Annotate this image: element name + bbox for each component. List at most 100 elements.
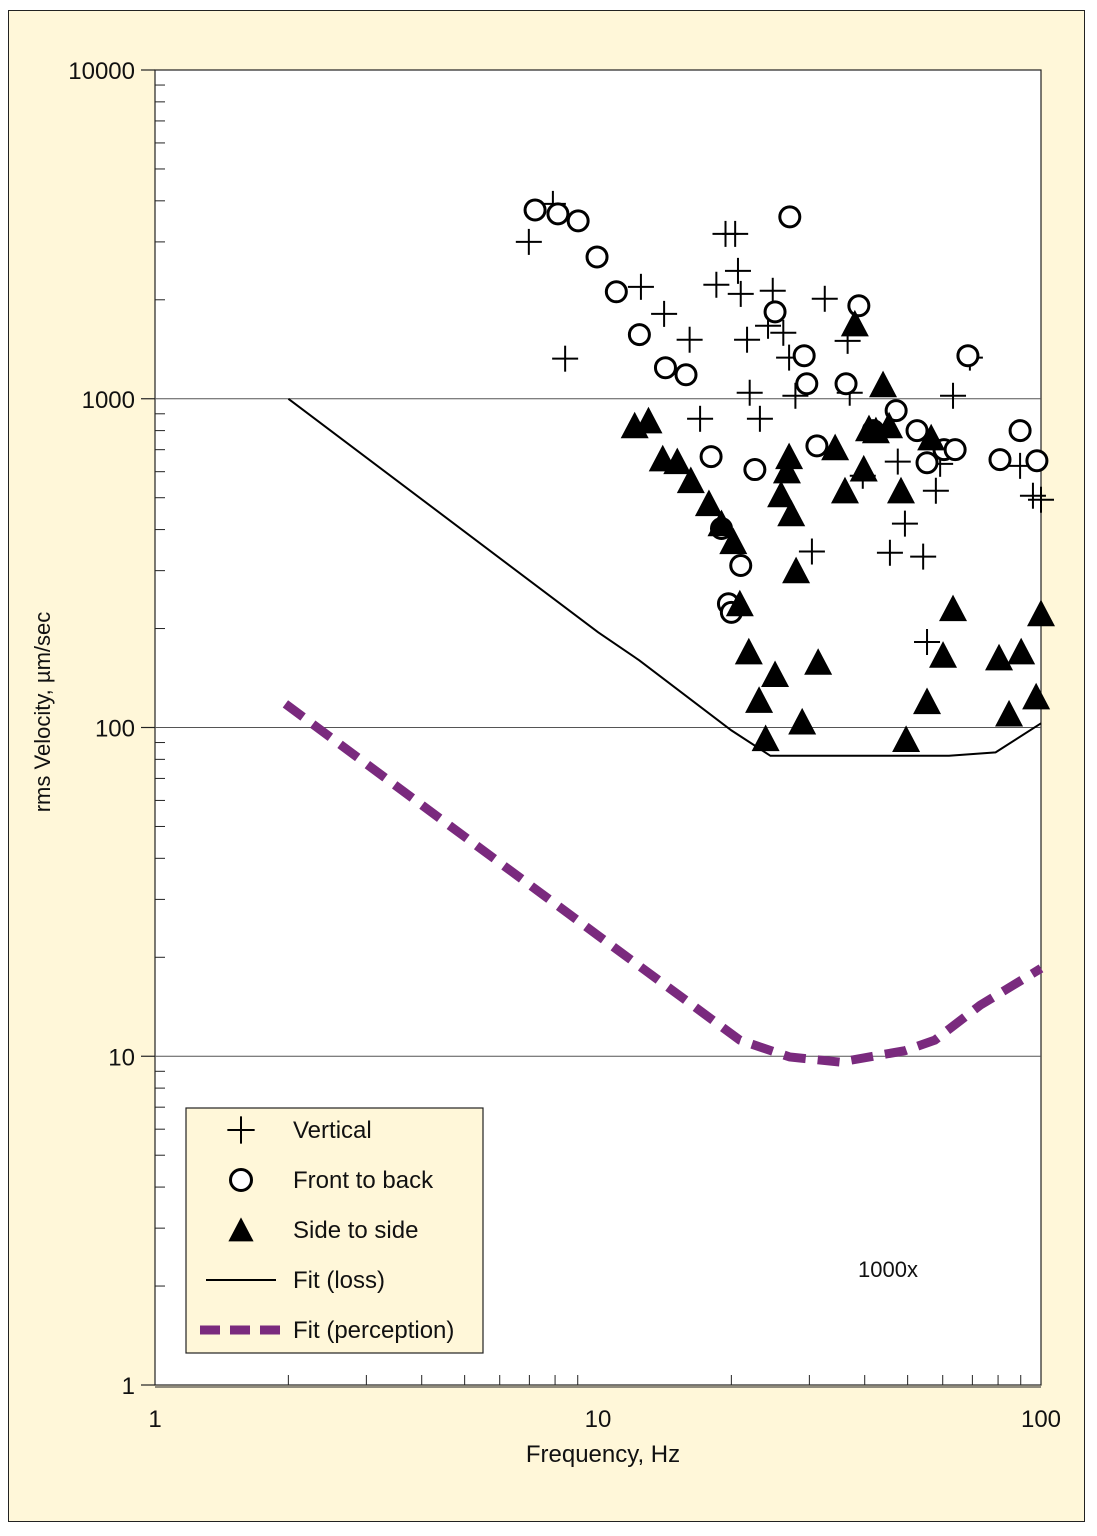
front-to-back-point — [792, 344, 816, 368]
side-to-side-point — [775, 442, 804, 470]
vertical-point — [676, 326, 703, 353]
side-to-side-point — [1022, 682, 1051, 710]
front-to-back-point — [546, 202, 570, 226]
vertical-point — [703, 271, 730, 298]
vertical-point — [811, 285, 838, 312]
y-tick-label: 100 — [95, 716, 135, 743]
front-to-back-point — [653, 356, 677, 380]
side-to-side-point — [985, 643, 1014, 671]
vertical-point — [746, 405, 773, 432]
y-tick-label: 10 — [108, 1044, 135, 1071]
front-to-back-point — [1025, 449, 1049, 473]
side-to-side-point — [777, 499, 806, 527]
side-to-side-point — [840, 309, 869, 337]
front-to-back-point — [905, 419, 929, 443]
legend-label: Side to side — [293, 1217, 418, 1244]
vertical-point — [724, 257, 751, 284]
side-to-side-point — [663, 447, 692, 475]
side-to-side-point — [725, 589, 754, 617]
front-to-back-point — [805, 434, 829, 458]
side-to-side-point — [892, 725, 921, 753]
side-to-side-point — [929, 641, 958, 668]
side-to-side-point — [854, 414, 883, 442]
front-to-back-point — [847, 294, 871, 318]
data-markers — [515, 190, 1055, 753]
side-to-side-point — [804, 648, 833, 675]
vertical-point — [922, 477, 949, 504]
vertical-point — [876, 539, 903, 566]
side-to-side-point — [995, 699, 1024, 727]
front-to-back-point — [763, 300, 787, 324]
side-to-side-point — [751, 724, 780, 752]
side-to-side-point — [719, 527, 748, 555]
side-to-side-point — [869, 370, 898, 398]
side-to-side-point — [821, 433, 850, 461]
side-to-side-point — [772, 456, 801, 484]
fit-perception-line — [282, 700, 1044, 1067]
axis-ticks — [141, 69, 1041, 1388]
y-tick-label: 10000 — [68, 58, 135, 85]
vertical-point — [884, 448, 911, 475]
side-to-side-point — [707, 509, 736, 537]
side-to-side-point — [734, 637, 763, 665]
fit-lines — [282, 398, 1044, 1067]
side-to-side-point — [745, 686, 774, 713]
front-to-back-point — [566, 209, 590, 233]
front-to-back-point — [585, 245, 609, 269]
legend-label: Front to back — [293, 1167, 434, 1194]
legend-item: Side to side — [228, 1217, 418, 1244]
vertical-point — [736, 379, 763, 406]
y-tick-label: 1000 — [82, 387, 135, 414]
front-to-back-point — [795, 372, 819, 396]
legend-item: Front to back — [229, 1167, 434, 1194]
legend-item: Vertical — [227, 1116, 372, 1144]
x-tick-label: 100 — [1021, 1406, 1061, 1433]
side-to-side-point — [886, 476, 915, 504]
vertical-point — [687, 405, 714, 432]
front-to-back-point — [956, 344, 980, 368]
vertical-point — [782, 382, 809, 409]
x-tick-label: 10 — [585, 1406, 612, 1433]
side-to-side-point — [788, 707, 817, 735]
vertical-point — [891, 510, 918, 537]
side-to-side-point — [1007, 637, 1036, 665]
side-to-side-point — [761, 660, 790, 688]
x-axis-label: Frequency, Hz — [526, 1441, 680, 1468]
front-to-back-point — [988, 448, 1012, 472]
side-to-side-point — [694, 489, 723, 517]
vertical-point — [727, 280, 754, 307]
vertical-point — [770, 319, 797, 346]
vertical-point — [722, 220, 749, 247]
legend: Vertical Front to back Side to side Fit (lo… — [185, 1107, 484, 1354]
front-to-back-point — [523, 198, 547, 222]
vertical-point — [910, 543, 937, 570]
front-to-back-point — [627, 323, 651, 347]
vertical-point — [914, 629, 941, 656]
y-axis-label: rms Velocity, µm/sec — [30, 612, 55, 813]
y-tick-label: 1 — [122, 1373, 135, 1400]
side-to-side-point — [782, 556, 811, 584]
legend-label: Vertical — [293, 1117, 372, 1144]
vertical-point — [798, 538, 825, 565]
legend-plus-icon — [227, 1116, 255, 1144]
vertical-point — [734, 326, 761, 353]
legend-label: Fit (loss) — [293, 1267, 385, 1294]
side-to-side-point — [634, 406, 663, 434]
side-to-side-point — [875, 411, 904, 439]
vertical-point — [759, 277, 786, 304]
vertical-point — [940, 382, 967, 409]
front-to-back-point — [729, 554, 753, 578]
vertical-point — [651, 300, 678, 327]
legend-circle-icon — [229, 1168, 253, 1192]
front-to-back-point — [834, 372, 858, 396]
side-to-side-point — [913, 687, 942, 715]
x-tick-label: 1 — [148, 1406, 161, 1433]
side-to-side-point — [939, 594, 968, 622]
front-to-back-point — [1008, 419, 1032, 443]
side-to-side-point — [1027, 599, 1055, 627]
vertical-point — [515, 228, 542, 255]
front-to-back-point — [915, 451, 939, 475]
front-to-back-point — [943, 438, 967, 462]
front-to-back-point — [674, 363, 698, 387]
